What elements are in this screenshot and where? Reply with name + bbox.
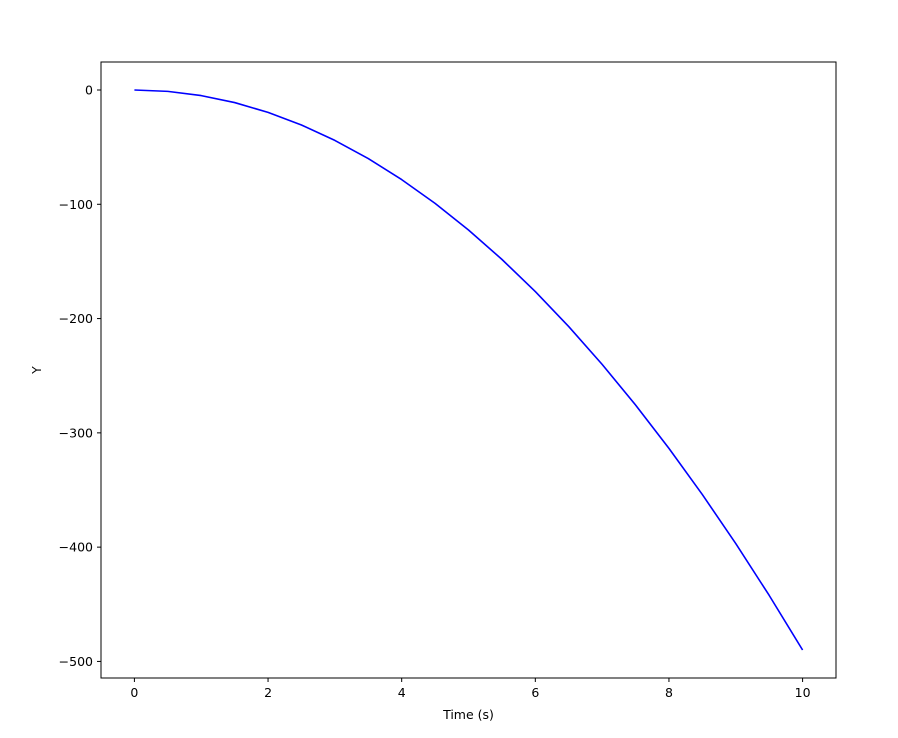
y-axis-label: Y [29,366,44,375]
y-tick-label: −400 [59,540,93,555]
y-tick-label: 0 [85,83,93,98]
y-tick-label: −100 [59,197,93,212]
x-tick-label: 8 [665,685,673,700]
x-tick-label: 6 [531,685,539,700]
plot-area [134,89,804,651]
axes-frame [100,61,837,679]
y-tick-label: −500 [59,654,93,669]
x-axis-ticks: 0 2 4 6 8 10 [130,678,811,700]
x-tick-label: 2 [264,685,272,700]
x-axis-label: Time (s) [442,707,494,722]
y-axis-ticks: 0 −100 −200 −300 −400 −500 [59,83,101,669]
x-tick-label: 4 [398,685,406,700]
y-tick-label: −300 [59,425,93,440]
series-line [134,89,804,651]
y-tick-label: −200 [59,311,93,326]
x-tick-label: 10 [795,685,811,700]
x-tick-label: 0 [130,685,138,700]
